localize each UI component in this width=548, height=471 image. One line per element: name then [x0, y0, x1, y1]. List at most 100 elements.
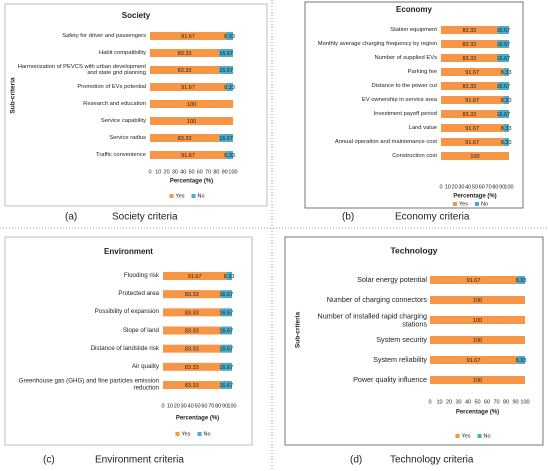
bar-segment	[441, 54, 498, 62]
bar-segment	[220, 308, 232, 317]
value-label: 83.33	[462, 84, 476, 90]
category-label: Protected area	[118, 289, 159, 297]
bar-segment	[441, 96, 504, 104]
x-tick-label: 0	[161, 403, 164, 409]
bar-segment	[497, 110, 509, 118]
bar-segment	[441, 40, 498, 48]
value-label: 16.67	[219, 68, 233, 74]
x-tick-label: 10	[167, 403, 173, 409]
value-label: 8.33	[224, 153, 235, 159]
bar-segment	[163, 290, 221, 299]
category-label: Land value	[408, 124, 437, 131]
panel-frame	[284, 236, 544, 446]
bar-segment	[430, 296, 525, 304]
caption: Economy criteria	[395, 212, 470, 223]
value-label: 91.67	[465, 126, 479, 132]
category-label: Distance of landslide risk	[90, 344, 159, 352]
bar-segment	[163, 381, 221, 389]
caption: Environment criteria	[95, 455, 184, 466]
value-label: 91.67	[181, 153, 195, 159]
caption-label: (a)	[65, 212, 77, 223]
bar-segment	[220, 326, 232, 335]
x-tick-label: 90	[222, 403, 228, 409]
bar-segment	[220, 290, 232, 299]
bar-segment	[226, 151, 233, 159]
legend-swatch	[175, 432, 180, 436]
bar-segment	[150, 117, 233, 125]
bar-segment	[220, 381, 232, 389]
bar-segment	[441, 124, 504, 132]
value-label: 83.33	[178, 136, 192, 142]
value-label: 8.33	[224, 34, 235, 40]
value-label: 16.67	[219, 328, 233, 334]
legend-swatch	[169, 194, 174, 198]
x-tick-label: 10	[436, 399, 442, 405]
category-label: Slope of land	[122, 326, 159, 334]
caption: Society criteria	[112, 212, 178, 223]
bar-segment	[441, 68, 504, 76]
x-tick-label: 40	[180, 169, 186, 175]
value-label: 16.67	[219, 310, 233, 316]
x-tick-label: 50	[472, 184, 478, 190]
x-axis-label: Percentage (%)	[176, 416, 219, 422]
category-label: Harmonization of PEVCS with urban develo…	[17, 63, 146, 76]
bar-segment	[226, 272, 232, 280]
bar-segment	[497, 40, 509, 48]
bar-segment	[163, 326, 221, 335]
category-label: Annual operation and maintenance cost	[334, 138, 437, 145]
bar-segment	[430, 336, 525, 344]
legend-swatch	[191, 194, 196, 198]
x-tick-label: 70	[205, 169, 211, 175]
x-tick-label: 90	[222, 169, 228, 175]
x-tick-label: 0	[439, 184, 442, 190]
x-tick-label: 60	[479, 184, 485, 190]
bar-segment	[150, 32, 227, 40]
value-label: 16.67	[496, 28, 510, 34]
value-label: 16.67	[496, 84, 510, 90]
value-label: 16.67	[219, 347, 233, 353]
bar-segment	[430, 316, 525, 324]
value-label: 83.33	[178, 68, 192, 74]
x-tick-label: 60	[201, 403, 207, 409]
value-label: 100	[473, 298, 482, 304]
chart-title: Environment	[104, 247, 153, 256]
x-tick-label: 20	[164, 169, 170, 175]
value-label: 91.67	[467, 278, 481, 284]
x-tick-label: 50	[188, 169, 194, 175]
bar-segment	[517, 276, 525, 284]
bar-segment	[150, 83, 227, 91]
legend-swatch	[197, 432, 202, 436]
bar-segment	[503, 68, 509, 76]
legend-label: Yes	[182, 431, 191, 437]
caption-label: (d)	[350, 455, 362, 466]
value-label: 100	[187, 102, 196, 108]
value-label: 91.67	[467, 358, 481, 364]
y-axis-label: Sub-criteria	[10, 77, 17, 114]
category-label: System reliability	[373, 355, 427, 365]
bar-segment	[220, 344, 232, 353]
value-label: 16.67	[496, 112, 510, 118]
bar-segment	[441, 138, 504, 146]
bar-segment	[497, 82, 509, 90]
value-label: 8.33	[501, 98, 512, 104]
x-tick-label: 70	[493, 399, 499, 405]
legend-swatch	[477, 434, 482, 438]
bar-segment	[226, 32, 233, 40]
category-label: Station equipment	[390, 26, 437, 33]
x-tick-label: 70	[486, 184, 492, 190]
category-label: Safety for driver and passengers	[62, 32, 146, 39]
x-tick-label: 40	[465, 184, 471, 190]
bar-segment	[517, 356, 525, 364]
category-label: Number of supplied EVs	[374, 54, 437, 61]
panel-frame	[4, 3, 268, 207]
value-label: 91.67	[465, 70, 479, 76]
bar-segment	[150, 100, 233, 108]
bar-segment	[497, 26, 509, 34]
bar-segment	[150, 66, 220, 74]
value-label: 83.33	[185, 383, 199, 389]
value-label: 16.67	[219, 51, 233, 57]
legend-label: No	[198, 193, 205, 199]
chart-title: Technology	[390, 245, 437, 255]
value-label: 91.67	[465, 140, 479, 146]
x-tick-label: 20	[174, 403, 180, 409]
